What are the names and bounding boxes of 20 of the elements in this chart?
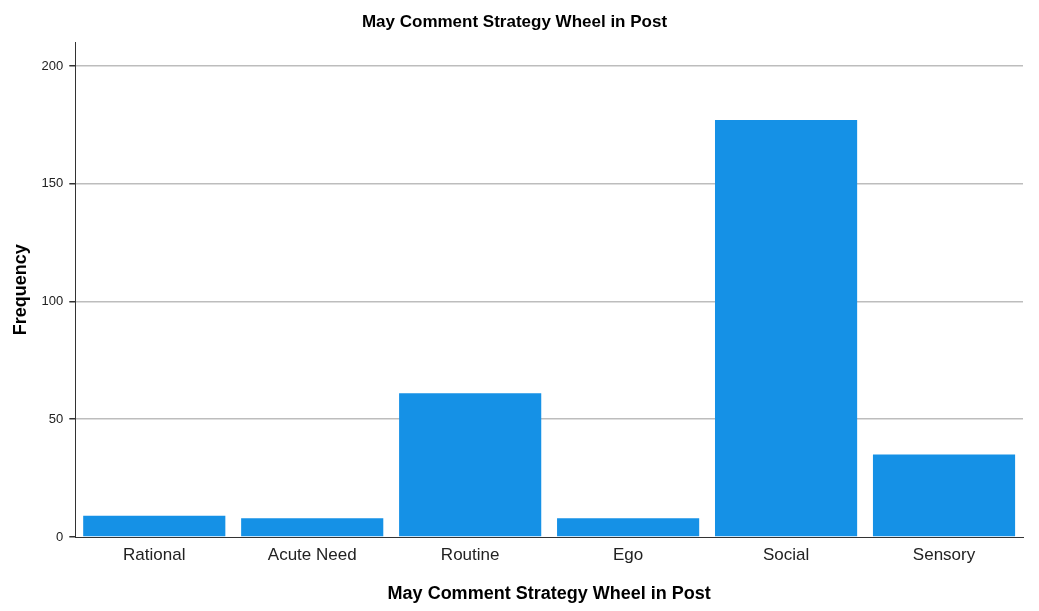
- x-tick-label: Ego: [613, 544, 644, 564]
- bar: [241, 518, 384, 537]
- y-tick-label: 150: [41, 175, 64, 191]
- chart-title: May Comment Strategy Wheel in Post: [361, 11, 668, 31]
- bar: [399, 393, 542, 537]
- bar: [557, 518, 700, 537]
- x-tick-label: Acute Need: [267, 544, 357, 564]
- x-tick-label: Routine: [440, 544, 500, 564]
- bar: [714, 120, 858, 537]
- bar: [872, 454, 1016, 537]
- y-tick-label: 50: [48, 410, 64, 426]
- y-tick-label: 0: [56, 528, 64, 544]
- x-tick-label: Sensory: [912, 544, 976, 564]
- y-tick-label: 100: [41, 293, 64, 309]
- y-axis-title: Frequency: [9, 244, 30, 336]
- x-tick-label: Rational: [123, 544, 186, 564]
- x-axis-title: May Comment Strategy Wheel in Post: [387, 583, 711, 604]
- x-tick-label: Social: [762, 544, 810, 564]
- y-tick-label: 200: [41, 57, 64, 73]
- bar: [83, 515, 226, 537]
